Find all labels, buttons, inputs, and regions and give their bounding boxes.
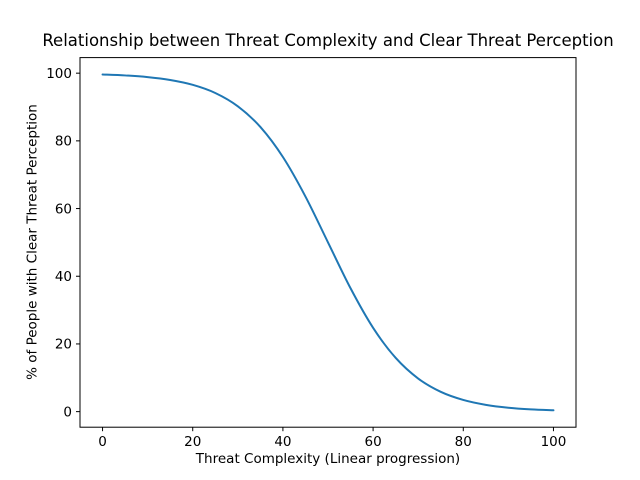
x-tick-label: 60 bbox=[364, 434, 381, 450]
x-tick-label: 0 bbox=[98, 434, 107, 450]
x-tick-label: 80 bbox=[455, 434, 472, 450]
y-tick-label: 100 bbox=[46, 66, 72, 82]
y-tick-label: 80 bbox=[55, 134, 72, 150]
x-axis-label: Threat Complexity (Linear progression) bbox=[195, 451, 461, 467]
x-tick-label: 20 bbox=[184, 434, 201, 450]
y-tick-label: 60 bbox=[55, 201, 72, 217]
y-tick-label: 20 bbox=[55, 337, 72, 353]
chart-title: Relationship between Threat Complexity a… bbox=[42, 31, 614, 50]
x-tick-label: 100 bbox=[541, 434, 567, 450]
x-tick-label: 40 bbox=[274, 434, 291, 450]
y-tick-label: 40 bbox=[55, 269, 72, 285]
axes-spines bbox=[79, 57, 577, 428]
y-tick-label: 0 bbox=[63, 404, 72, 420]
data-line bbox=[101, 73, 555, 412]
